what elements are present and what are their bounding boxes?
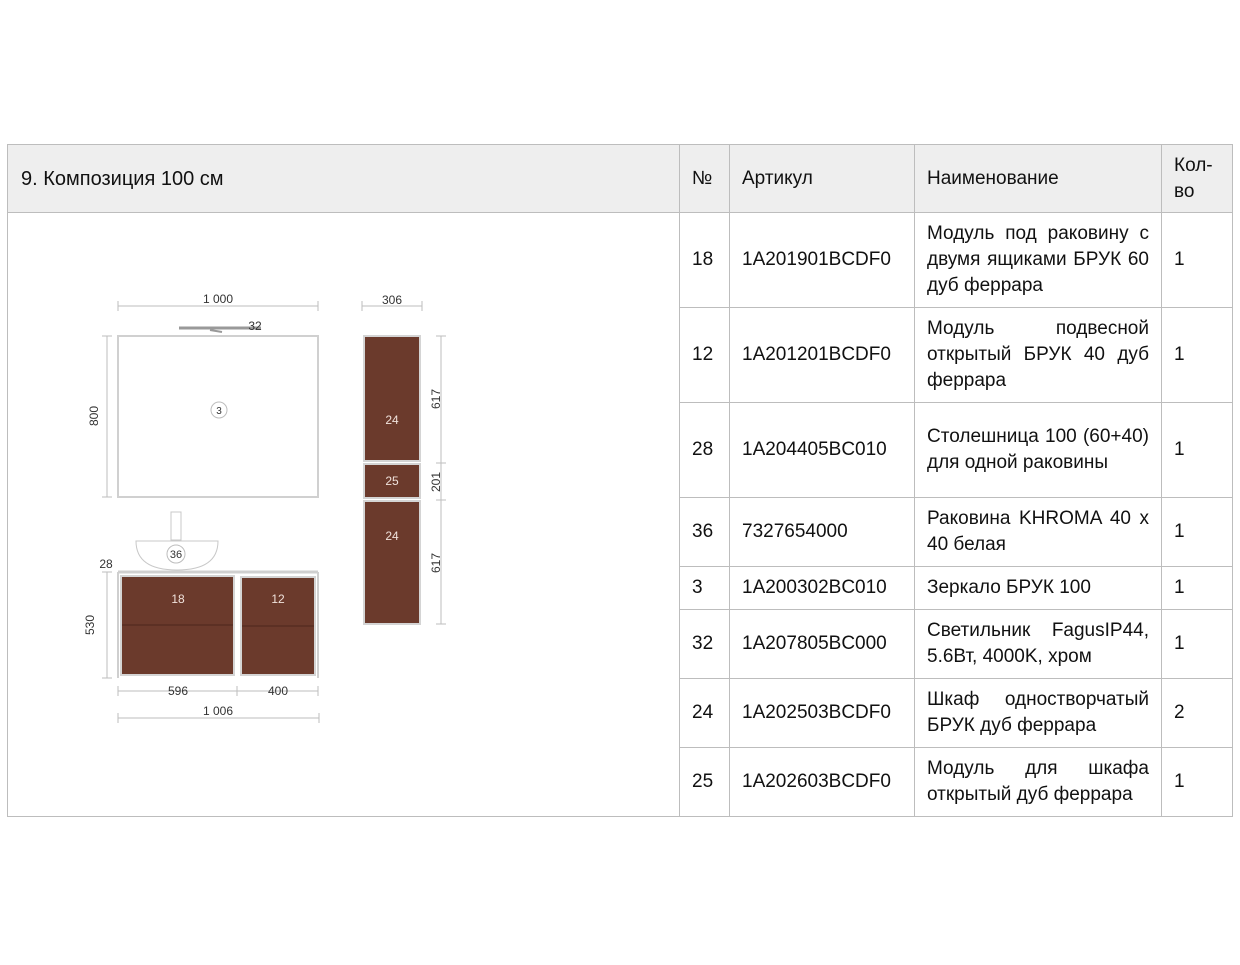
row-article: 1A201901BCDF0 bbox=[729, 212, 915, 308]
row-name: Модуль подвесной открытый БРУК 40 дуб фе… bbox=[914, 307, 1162, 403]
row-number: 28 bbox=[679, 402, 730, 498]
row-article: 1A207805BC000 bbox=[729, 609, 915, 679]
row-quantity: 1 bbox=[1161, 609, 1233, 679]
dim-top: 28 bbox=[99, 557, 113, 571]
composition-drawing-cell: 1 000 32 800 3 36 28 530 18 12 596 400 1… bbox=[7, 212, 680, 817]
composition-spec-table: 9. Композиция 100 см № Артикул Наименова… bbox=[7, 144, 1233, 817]
dim-tall-bottom: 617 bbox=[429, 552, 443, 572]
dim-cabinet-height: 530 bbox=[83, 614, 97, 634]
composition-drawing: 1 000 32 800 3 36 28 530 18 12 596 400 1… bbox=[83, 292, 446, 723]
table-row: 28 1A204405BC010 Столешница 100 (60+40) … bbox=[8, 402, 1233, 498]
row-article: 1A201201BCDF0 bbox=[729, 307, 915, 403]
row-quantity: 1 bbox=[1161, 402, 1233, 498]
dim-tall-top: 617 bbox=[429, 388, 443, 408]
table-row: 25 1A202603BCDF0 Модуль для шкафа открыт… bbox=[8, 747, 1233, 817]
tall-cabinet-top-shape bbox=[363, 334, 421, 462]
dim-open: 201 bbox=[429, 471, 443, 491]
row-quantity: 2 bbox=[1161, 678, 1233, 748]
row-name: Шкаф одностворчатый БРУК дуб феррара bbox=[914, 678, 1162, 748]
row-article: 1A204405BC010 bbox=[729, 402, 915, 498]
row-name: Модуль для шкафа открытый дуб феррара bbox=[914, 747, 1162, 817]
row-name: Модуль под раковину с двумя ящиками БРУК… bbox=[914, 212, 1162, 308]
row-article: 1A202603BCDF0 bbox=[729, 747, 915, 817]
dim-module-18-width: 596 bbox=[168, 684, 188, 698]
table-header-row: 9. Композиция 100 см № Артикул Наименова… bbox=[7, 144, 1233, 213]
table-row: 3 1A200302BC010 Зеркало БРУК 100 1 bbox=[8, 566, 1233, 610]
mirror-shape bbox=[117, 334, 319, 498]
table-row: 12 1A201201BCDF0 Модуль подвесной открыт… bbox=[8, 307, 1233, 403]
row-name: Светильник FagusIP44, 5.6Вт, 4000K, хром bbox=[914, 609, 1162, 679]
sink-shape bbox=[135, 540, 219, 571]
row-article: 7327654000 bbox=[729, 497, 915, 567]
table-row: 24 1A202503BCDF0 Шкаф одностворчатый БРУ… bbox=[8, 678, 1233, 748]
dim-module-12-width: 400 bbox=[268, 684, 288, 698]
module-18-label: 18 bbox=[171, 592, 185, 606]
row-number: 25 bbox=[679, 747, 730, 817]
row-number: 36 bbox=[679, 497, 730, 567]
column-header-quantity: Кол-во bbox=[1161, 144, 1233, 213]
row-quantity: 1 bbox=[1161, 747, 1233, 817]
dim-total-width: 1 006 bbox=[203, 704, 233, 718]
tall-cabinet-bottom-shape bbox=[363, 499, 421, 625]
tall-cabinet-bottom-label: 24 bbox=[385, 529, 399, 543]
table-row: 1 000 32 800 3 36 28 530 18 12 596 400 1… bbox=[7, 212, 1233, 817]
tall-cabinet-top-label: 24 bbox=[385, 413, 399, 427]
row-number: 24 bbox=[679, 678, 730, 748]
open-module-label: 25 bbox=[385, 474, 399, 488]
row-name: Зеркало БРУК 100 bbox=[914, 566, 1162, 610]
table-row: 36 7327654000 Раковина KHROMA 40 х 40 бе… bbox=[8, 497, 1233, 567]
dim-column-width: 306 bbox=[382, 293, 402, 307]
composition-title: 9. Композиция 100 см bbox=[7, 144, 680, 213]
row-name: Раковина KHROMA 40 х 40 белая bbox=[914, 497, 1162, 567]
row-number: 3 bbox=[679, 566, 730, 610]
dim-lamp: 32 bbox=[248, 319, 262, 333]
table-row: 32 1A207805BC000 Светильник FagusIP44, 5… bbox=[8, 609, 1233, 679]
faucet-shape bbox=[170, 511, 182, 540]
row-quantity: 1 bbox=[1161, 212, 1233, 308]
column-header-article: Артикул bbox=[729, 144, 915, 213]
row-name: Столешница 100 (60+40) для одной раковин… bbox=[914, 402, 1162, 498]
row-article: 1A202503BCDF0 bbox=[729, 678, 915, 748]
row-quantity: 1 bbox=[1161, 307, 1233, 403]
mirror-callout bbox=[210, 401, 228, 418]
open-module-shape bbox=[363, 462, 421, 499]
row-quantity: 1 bbox=[1161, 497, 1233, 567]
dim-mirror-height: 800 bbox=[87, 405, 101, 425]
column-header-name: Наименование bbox=[914, 144, 1162, 213]
column-header-number: № bbox=[679, 144, 730, 213]
dim-mirror-width: 1 000 bbox=[203, 292, 233, 306]
mirror-label: 3 bbox=[216, 406, 222, 417]
module-12-label: 12 bbox=[271, 592, 285, 606]
row-quantity: 1 bbox=[1161, 566, 1233, 610]
sink-label: 36 bbox=[170, 549, 182, 561]
row-article: 1A200302BC010 bbox=[729, 566, 915, 610]
